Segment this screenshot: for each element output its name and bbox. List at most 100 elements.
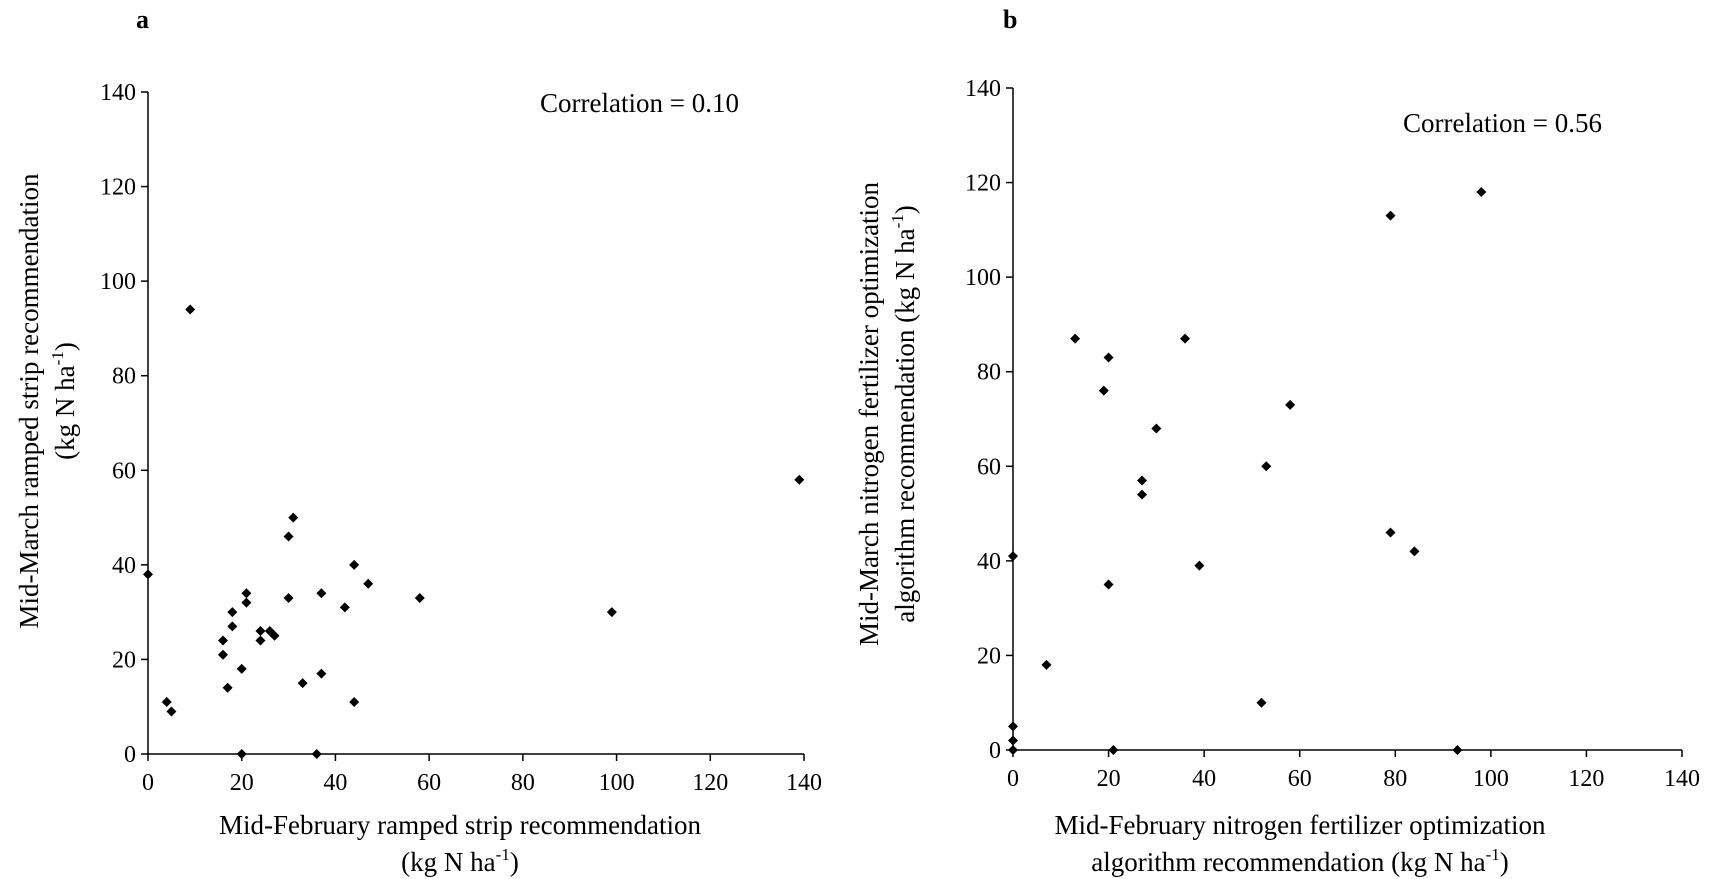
- panel-a-data-point: [283, 592, 294, 603]
- panel-b-x-tick-label: 100: [1473, 766, 1509, 792]
- panel-a: a Correlation = 0.10 0 20 40 60 80 100 120 140 0…: [14, 5, 822, 877]
- panel-a-data-point: [363, 578, 374, 589]
- panel-b-data-point: [1452, 745, 1463, 755]
- panel-a-x-tick-label: 120: [692, 770, 728, 796]
- panel-b-x-tick-label: 80: [1383, 766, 1407, 792]
- panel-a-data-point: [316, 668, 327, 679]
- panel-b-label: b: [1003, 5, 1017, 34]
- panel-b-x-tick-label: 140: [1664, 766, 1700, 792]
- panel-b-y-tick-label: 0: [989, 738, 1001, 764]
- panel-b-data-point: [1151, 423, 1162, 434]
- panel-a-y-tick-label: 100: [100, 269, 136, 295]
- panel-a-y-tick-label: 40: [112, 553, 136, 579]
- panel-b-x-tick-label: 60: [1288, 766, 1312, 792]
- panel-a-data-point: [217, 635, 228, 646]
- panel-a-data-point: [414, 592, 425, 603]
- panel-b-data-point: [1385, 210, 1396, 221]
- panel-b-y-axis-label-line2: algorithm recommendation (kg N ha-1): [888, 205, 920, 623]
- panel-b-data-point: [1194, 560, 1205, 571]
- panel-b-data-point: [1476, 187, 1487, 198]
- panel-a-data-point: [185, 304, 196, 315]
- panel-b-axes: 0 20 40 60 80 100 120 140 0 20 40 60 80 100 120 140: [965, 76, 1700, 792]
- panel-b-correlation-annotation: Correlation = 0.56: [1403, 108, 1602, 138]
- panel-a-data-point: [606, 607, 617, 618]
- panel-a-data-point: [255, 635, 266, 646]
- panel-a-axes: 0 20 40 60 80 100 120 140 0 20 40 60 80 100 120 140: [100, 80, 822, 796]
- panel-a-x-tick-label: 40: [323, 770, 347, 796]
- panel-a-y-tick-label: 120: [100, 175, 136, 201]
- panel-b-data-point: [1137, 475, 1148, 486]
- panel-b-data-point: [1070, 333, 1081, 344]
- panel-b-y-tick-label: 120: [965, 171, 1001, 197]
- panel-b-data-point: [1008, 745, 1018, 755]
- panel-a-data-point: [349, 696, 360, 707]
- panel-a-data-point: [269, 630, 280, 641]
- panel-a-data-point: [166, 706, 177, 717]
- panel-a-data-point: [241, 597, 252, 608]
- panel-b-y-tick-label: 140: [965, 76, 1001, 102]
- panel-a-data-point: [297, 678, 308, 689]
- panel-b-x-axis-label-line2: algorithm recommendation (kg N ha-1): [1091, 845, 1509, 877]
- panel-a-data-point: [143, 569, 153, 580]
- panel-a-data-point: [349, 559, 360, 570]
- panel-a-label: a: [136, 5, 149, 34]
- panel-b-data-point: [1137, 489, 1148, 500]
- panel-b-x-axis-label-line1: Mid-February nitrogen fertilizer optimiz…: [1054, 810, 1546, 840]
- panel-a-y-tick-label: 80: [112, 364, 136, 390]
- panel-b-data-point: [1098, 385, 1109, 396]
- panel-a-y-tick-label: 20: [112, 647, 136, 673]
- panel-b-data-point: [1103, 579, 1114, 590]
- panel-b-x-tick-label: 40: [1192, 766, 1216, 792]
- panel-a-y-tick-label: 60: [112, 458, 136, 484]
- panel-a-data-point: [227, 621, 238, 632]
- panel-a-data-point: [217, 649, 228, 660]
- panel-a-x-tick-label: 60: [417, 770, 441, 796]
- panel-b-data-point: [1008, 551, 1018, 562]
- panel-b-y-tick-label: 20: [977, 643, 1001, 669]
- panel-b-x-tick-label: 0: [1007, 766, 1019, 792]
- panel-a-data-point: [311, 749, 322, 759]
- panel-b-y-tick-label: 80: [977, 360, 1001, 386]
- panel-b-data-point: [1008, 721, 1018, 732]
- panel-a-y-axis-label-line2: (kg N ha-1): [48, 342, 80, 460]
- panel-b-data-point: [1261, 461, 1272, 472]
- panel-a-data-point: [255, 626, 266, 637]
- panel-b-data-point: [1256, 697, 1267, 708]
- panel-b-x-tick-label: 20: [1097, 766, 1121, 792]
- panel-b-data-point: [1285, 399, 1296, 410]
- panel-a-y-tick-label: 140: [100, 80, 136, 106]
- panel-a-data-point: [236, 663, 247, 674]
- panel-b-data-point: [1409, 546, 1420, 557]
- panel-a-points: [143, 304, 805, 759]
- panel-b-points: [1008, 187, 1487, 755]
- panel-b-data-point: [1108, 745, 1119, 755]
- panel-b-data-point: [1041, 659, 1052, 670]
- panel-b-x-tick-label: 120: [1568, 766, 1604, 792]
- panel-a-data-point: [161, 696, 172, 707]
- panel-b-data-point: [1180, 333, 1191, 344]
- panel-b-y-tick-label: 100: [965, 265, 1001, 291]
- panel-a-x-tick-label: 0: [142, 770, 154, 796]
- panel-a-data-point: [339, 602, 350, 613]
- panel-b-data-point: [1103, 352, 1114, 363]
- panel-b-y-axis-label-line1: Mid-March nitrogen fertilizer optimizati…: [854, 181, 884, 646]
- panel-b: b Correlation = 0.56 0204060801001201400…: [854, 5, 1700, 877]
- panel-a-data-point: [316, 588, 327, 599]
- panel-a-data-point: [236, 749, 247, 759]
- panel-a-x-tick-label: 80: [511, 770, 535, 796]
- panel-a-x-axis-label-line2: (kg N ha-1): [401, 845, 519, 877]
- panel-a-correlation-annotation: Correlation = 0.10: [540, 88, 739, 118]
- panel-a-y-tick-label: 0: [124, 742, 136, 768]
- panel-a-data-point: [241, 588, 252, 599]
- panel-a-data-point: [283, 531, 294, 542]
- panel-b-y-tick-label: 40: [977, 549, 1001, 575]
- panel-a-x-tick-label: 100: [599, 770, 635, 796]
- panel-a-data-point: [794, 474, 805, 485]
- panel-a-x-tick-label: 20: [230, 770, 254, 796]
- panel-a-y-axis-label-line1: Mid-March ramped strip recommendation: [14, 173, 44, 629]
- panel-b-y-tick-label: 60: [977, 454, 1001, 480]
- panel-b-data-point: [1008, 735, 1018, 746]
- panel-a-data-point: [222, 682, 233, 693]
- panel-a-data-point: [227, 607, 238, 618]
